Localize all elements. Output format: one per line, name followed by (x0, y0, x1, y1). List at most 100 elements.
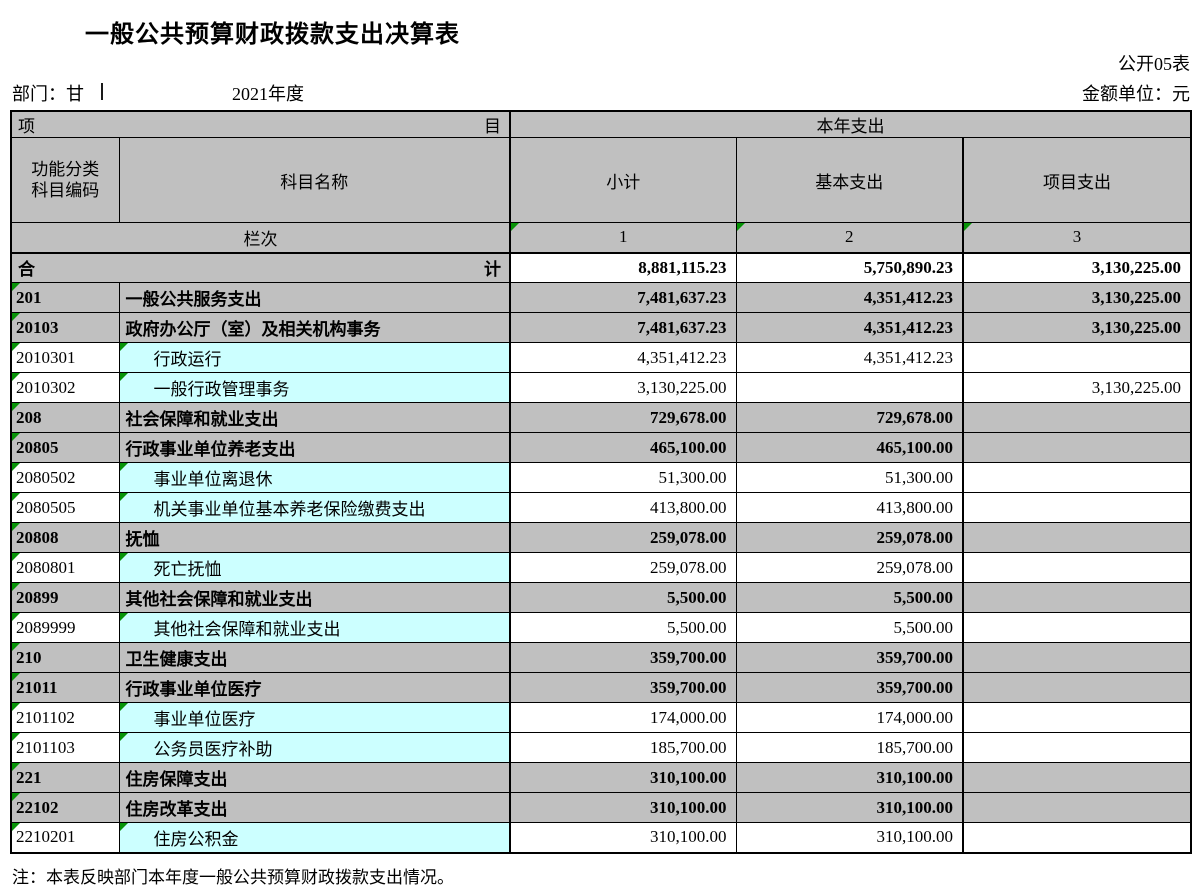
total-label-cell: 合 计 (10, 252, 511, 283)
total-subtotal-cell: 8,881,115.23 (509, 252, 737, 283)
item-right-char: 目 (484, 117, 501, 136)
code-cell: 2080801 (10, 552, 120, 583)
table-row: 2101103 公务员医疗补助 185,700.00 185,700.00 (10, 732, 1192, 763)
name-cell: 社会保障和就业支出 (118, 402, 511, 433)
basic-cell: 310,100.00 (735, 792, 964, 823)
project-cell: 3,130,225.00 (962, 282, 1192, 313)
subtotal-column-header: 小计 (509, 137, 737, 223)
basic-cell: 5,500.00 (735, 612, 964, 643)
column-index-1: 1 (509, 222, 737, 254)
project-cell (962, 522, 1192, 553)
project-cell: 3,130,225.00 (962, 372, 1192, 403)
footnote: 注：本表反映部门本年度一般公共预算财政拨款支出情况。 (12, 868, 454, 887)
department-label: 部门：甘 (12, 84, 84, 104)
subtotal-cell: 310,100.00 (509, 792, 737, 823)
code-cell: 2101103 (10, 732, 120, 763)
basic-cell: 413,800.00 (735, 492, 964, 523)
name-cell: 行政运行 (118, 342, 511, 373)
project-cell (962, 642, 1192, 673)
subtotal-cell: 185,700.00 (509, 732, 737, 763)
name-cell: 事业单位医疗 (118, 702, 511, 733)
subtotal-cell: 359,700.00 (509, 672, 737, 703)
column-header-row: 功能分类 科目编码 科目名称 小计 基本支出 项目支出 (10, 137, 1192, 223)
code-cell: 2210201 (10, 822, 120, 853)
item-left-char: 项 (18, 117, 35, 136)
subtotal-cell: 4,351,412.23 (509, 342, 737, 373)
table-row: 210 卫生健康支出 359,700.00 359,700.00 (10, 642, 1192, 673)
basic-cell: 359,700.00 (735, 642, 964, 673)
name-cell: 抚恤 (118, 522, 511, 553)
code-cell: 2080502 (10, 462, 120, 493)
name-cell: 机关事业单位基本养老保险缴费支出 (118, 492, 511, 523)
table-row: 20808 抚恤 259,078.00 259,078.00 (10, 522, 1192, 553)
code-cell: 2010301 (10, 342, 120, 373)
column-index-row: 栏次 1 2 3 (10, 222, 1192, 254)
table-row: 2089999 其他社会保障和就业支出 5,500.00 5,500.00 (10, 612, 1192, 643)
project-cell (962, 732, 1192, 763)
code-cell: 22102 (10, 792, 120, 823)
name-cell: 住房保障支出 (118, 762, 511, 793)
basic-cell: 51,300.00 (735, 462, 964, 493)
name-cell: 卫生健康支出 (118, 642, 511, 673)
code-cell: 210 (10, 642, 120, 673)
table-row: 2101102 事业单位医疗 174,000.00 174,000.00 (10, 702, 1192, 733)
table-row: 2080801 死亡抚恤 259,078.00 259,078.00 (10, 552, 1192, 583)
subtotal-cell: 729,678.00 (509, 402, 737, 433)
code-cell: 208 (10, 402, 120, 433)
code-cell: 2089999 (10, 612, 120, 643)
project-cell (962, 342, 1192, 373)
total-left-char: 合 (18, 260, 35, 280)
project-cell (962, 672, 1192, 703)
table-row: 201 一般公共服务支出 7,481,637.23 4,351,412.23 3… (10, 282, 1192, 313)
name-cell: 死亡抚恤 (118, 552, 511, 583)
project-cell (962, 822, 1192, 853)
subtotal-cell: 7,481,637.23 (509, 312, 737, 343)
name-cell: 住房公积金 (118, 822, 511, 853)
project-cell (962, 492, 1192, 523)
table-row: 2010302 一般行政管理事务 3,130,225.00 3,130,225.… (10, 372, 1192, 403)
subtotal-cell: 7,481,637.23 (509, 282, 737, 313)
current-year-expense-header-cell: 本年支出 (509, 110, 1192, 138)
total-right-char: 计 (484, 260, 501, 280)
basic-cell: 310,100.00 (735, 822, 964, 853)
project-cell (962, 402, 1192, 433)
subtotal-cell: 259,078.00 (509, 522, 737, 553)
expenditure-table: 项 目 本年支出 功能分类 科目编码 科目名称 小计 基本支出 项目支出 栏次 … (10, 110, 1192, 854)
total-project-cell: 3,130,225.00 (962, 252, 1192, 283)
code-cell: 201 (10, 282, 120, 313)
group-header-row: 项 目 本年支出 (10, 110, 1192, 138)
name-cell: 公务员医疗补助 (118, 732, 511, 763)
column-index-3: 3 (962, 222, 1192, 254)
table-row: 21011 行政事业单位医疗 359,700.00 359,700.00 (10, 672, 1192, 703)
code-cell: 21011 (10, 672, 120, 703)
table-row: 2010301 行政运行 4,351,412.23 4,351,412.23 (10, 342, 1192, 373)
fiscal-year-label: 2021年度 (232, 84, 304, 104)
subtotal-cell: 310,100.00 (509, 762, 737, 793)
subtotal-cell: 259,078.00 (509, 552, 737, 583)
table-row: 20899 其他社会保障和就业支出 5,500.00 5,500.00 (10, 582, 1192, 613)
basic-cell: 4,351,412.23 (735, 282, 964, 313)
basic-cell: 4,351,412.23 (735, 342, 964, 373)
table-row: 20103 政府办公厅（室）及相关机构事务 7,481,637.23 4,351… (10, 312, 1192, 343)
subject-name-column-header: 科目名称 (118, 137, 511, 223)
name-cell: 住房改革支出 (118, 792, 511, 823)
name-cell: 行政事业单位医疗 (118, 672, 511, 703)
name-cell: 其他社会保障和就业支出 (118, 612, 511, 643)
subtotal-cell: 359,700.00 (509, 642, 737, 673)
basic-cell: 359,700.00 (735, 672, 964, 703)
code-cell: 20805 (10, 432, 120, 463)
project-cell (962, 792, 1192, 823)
name-cell: 一般行政管理事务 (118, 372, 511, 403)
table-row: 20805 行政事业单位养老支出 465,100.00 465,100.00 (10, 432, 1192, 463)
code-cell: 2080505 (10, 492, 120, 523)
basic-cell: 259,078.00 (735, 552, 964, 583)
subtotal-cell: 51,300.00 (509, 462, 737, 493)
basic-cell: 465,100.00 (735, 432, 964, 463)
basic-cell: 5,500.00 (735, 582, 964, 613)
project-cell: 3,130,225.00 (962, 312, 1192, 343)
table-row: 22102 住房改革支出 310,100.00 310,100.00 (10, 792, 1192, 823)
basic-cell (735, 372, 964, 403)
code-cell: 221 (10, 762, 120, 793)
subtotal-cell: 413,800.00 (509, 492, 737, 523)
